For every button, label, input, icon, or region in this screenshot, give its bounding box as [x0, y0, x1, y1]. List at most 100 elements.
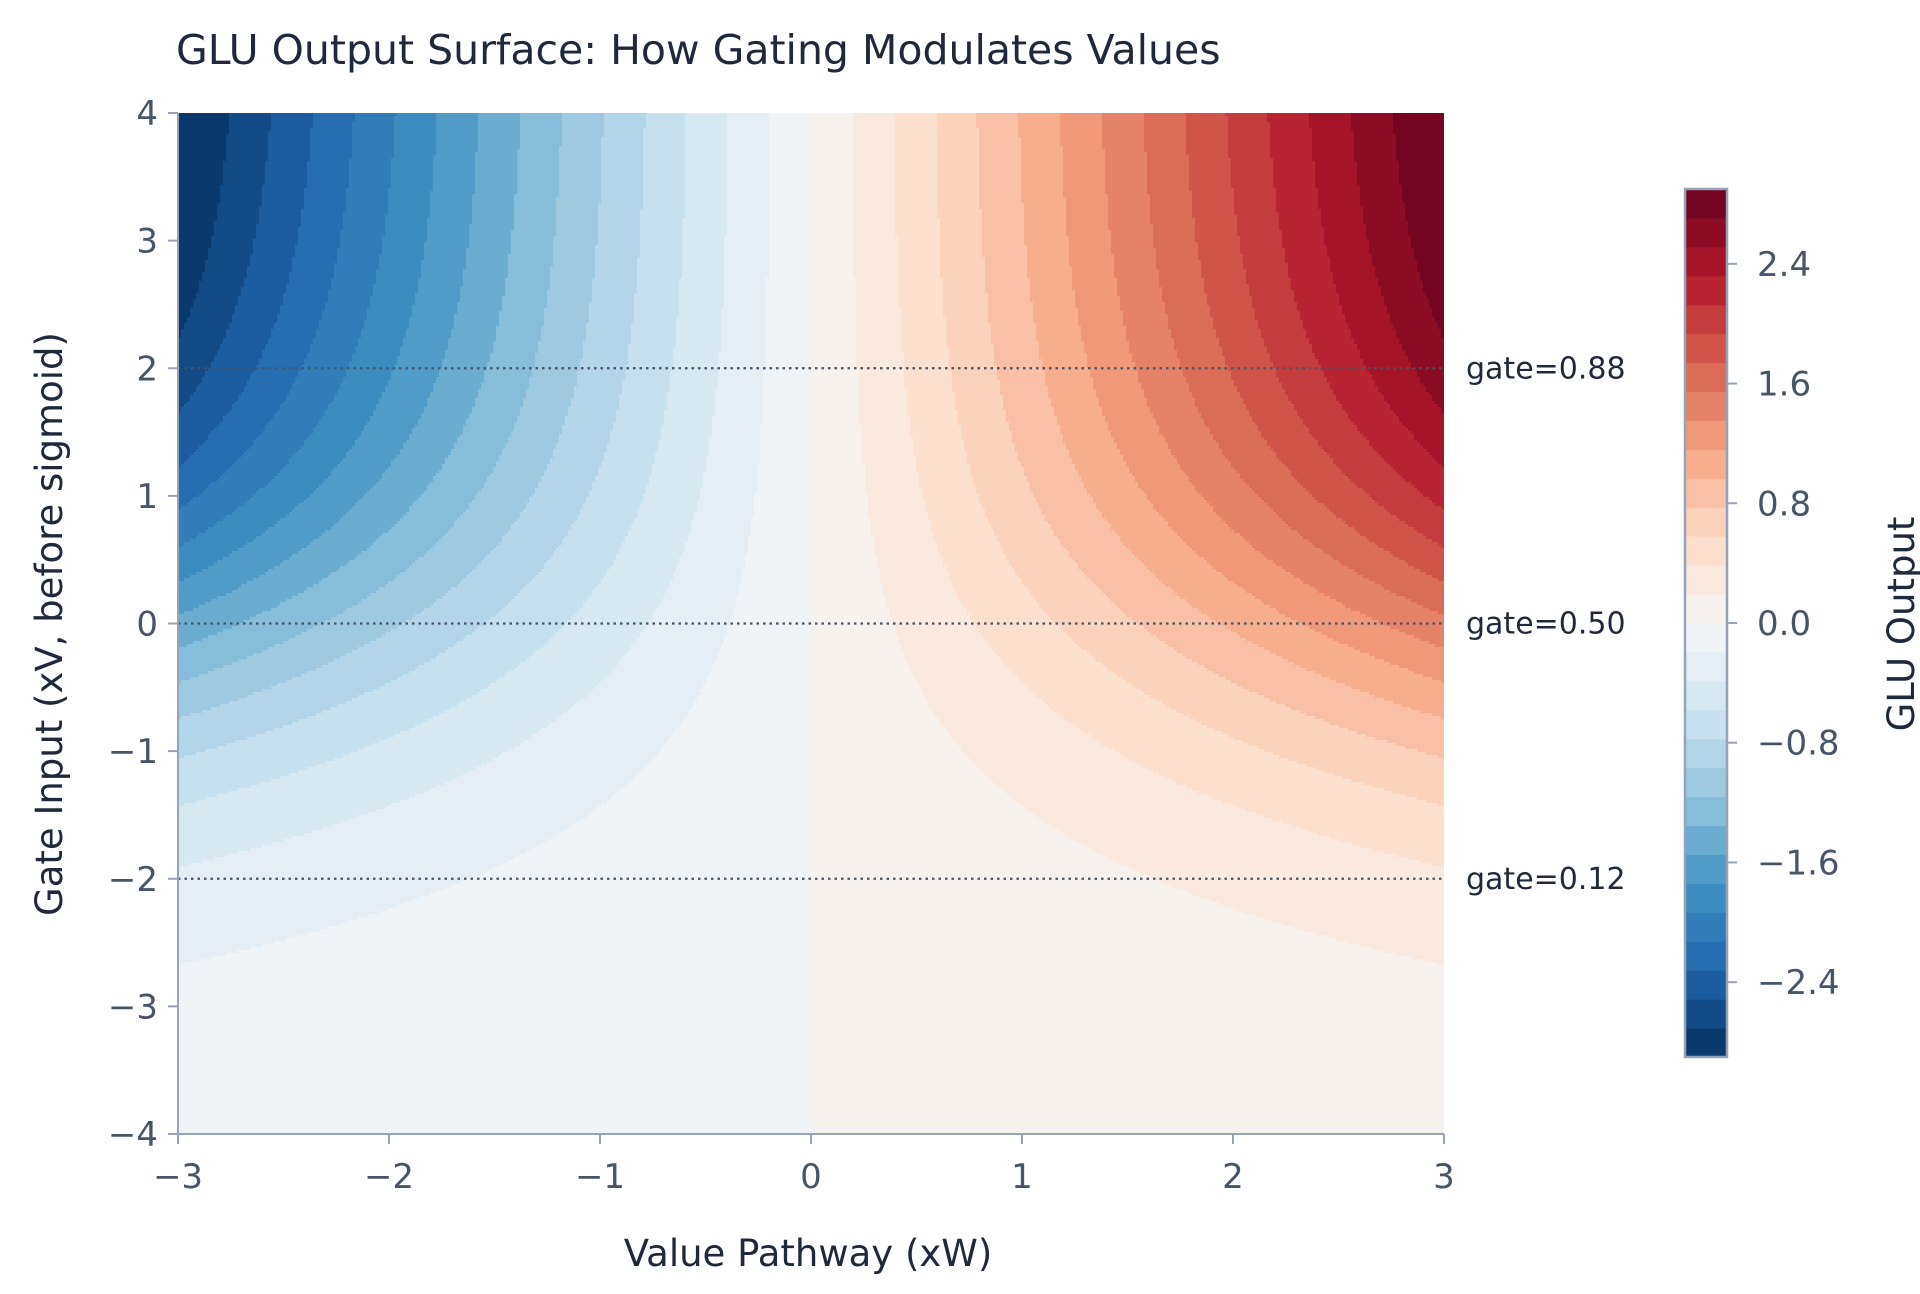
contour-band-cell	[811, 539, 875, 543]
contour-band-cell	[889, 611, 968, 615]
contour-band-cell	[178, 128, 230, 132]
contour-band-cell	[400, 350, 446, 354]
contour-band-cell	[856, 284, 899, 288]
contour-band-cell	[721, 344, 767, 348]
contour-band-cell	[583, 605, 659, 609]
contour-band-cell	[259, 209, 302, 213]
contour-band-cell	[178, 251, 209, 255]
contour-band-cell	[292, 257, 338, 261]
contour-band-cell	[859, 389, 908, 393]
contour-band-cell	[691, 707, 812, 711]
contour-band-cell	[1294, 404, 1343, 408]
contour-band-cell	[508, 257, 554, 261]
contour-band-cell	[1321, 548, 1385, 552]
contour-band-cell	[406, 440, 458, 444]
contour-band-cell	[403, 443, 455, 447]
contour-band-cell	[955, 587, 1028, 591]
contour-band-cell	[811, 233, 854, 237]
contour-band-cell	[664, 419, 713, 423]
contour-band-cell	[178, 185, 221, 189]
contour-band-cell	[319, 422, 368, 426]
contour-band-cell	[712, 431, 761, 435]
contour-band-cell	[595, 260, 638, 264]
contour-band-cell	[559, 179, 602, 183]
contour-band-cell	[760, 452, 812, 456]
contour-band-cell	[979, 131, 1019, 135]
contour-band-cell	[472, 500, 530, 504]
contour-band-cell	[421, 266, 467, 270]
contour-band-cell	[898, 278, 944, 282]
contour-band-cell	[940, 230, 983, 234]
contour-band-cell	[1054, 710, 1178, 714]
contour-band-cell	[946, 344, 995, 348]
contour-band-cell	[811, 671, 914, 675]
contour-band-cell	[346, 455, 398, 459]
contour-band-cell	[1063, 173, 1106, 177]
contour-band-cell	[1360, 650, 1444, 654]
contour-band-cell	[1087, 650, 1178, 654]
contour-band-cell	[181, 410, 230, 414]
contour-band-cell	[433, 476, 488, 480]
contour-band-cell	[202, 278, 245, 282]
contour-band-cell	[277, 605, 353, 609]
contour-band-cell	[901, 308, 944, 312]
contour-band-cell	[1108, 221, 1151, 225]
contour-band-cell	[1150, 500, 1208, 504]
contour-band-cell	[334, 263, 380, 267]
contour-band-cell	[1417, 374, 1444, 378]
contour-band-cell	[448, 590, 521, 594]
contour-band-cell	[904, 656, 1001, 660]
contour-band-cell	[769, 221, 812, 225]
contour-band-cell	[1033, 305, 1076, 309]
contour-band-cell	[1324, 239, 1370, 243]
contour-band-cell	[811, 452, 863, 456]
contour-band-cell	[979, 203, 1025, 207]
contour-band-cell	[634, 296, 680, 300]
contour-band-cell	[856, 281, 899, 285]
contour-band-cell	[502, 449, 554, 453]
contour-band-cell	[1132, 551, 1196, 555]
contour-band-cell	[1111, 248, 1157, 252]
contour-band-cell	[1240, 236, 1283, 240]
contour-band-cell	[424, 248, 467, 252]
contour-band-cell	[229, 113, 272, 117]
contour-band-cell	[607, 446, 659, 450]
contour-band-cell	[370, 416, 422, 420]
contour-band-cell	[253, 245, 296, 249]
contour-band-cell	[757, 470, 812, 474]
contour-band-cell	[1381, 287, 1424, 291]
contour-band-cell	[1210, 311, 1256, 315]
contour-band-cell	[346, 191, 389, 195]
contour-band-cell	[856, 278, 899, 282]
contour-band-cell	[1405, 632, 1444, 636]
contour-band-cell	[937, 149, 980, 153]
contour-band-cell	[283, 401, 332, 405]
contour-band-cell	[355, 440, 407, 444]
contour-band-cell	[937, 191, 980, 195]
contour-band-cell	[601, 152, 644, 156]
contour-band-cell	[976, 485, 1031, 489]
contour-band-cell	[1303, 536, 1367, 540]
contour-band-cell	[652, 614, 734, 618]
contour-band-cell	[640, 251, 683, 255]
contour-band-cell	[562, 116, 605, 120]
contour-band-cell	[1408, 668, 1444, 672]
contour-band-cell	[673, 365, 719, 369]
contour-band-cell	[1354, 149, 1397, 153]
contour-band-cell	[1258, 692, 1370, 696]
contour-band-cell	[1171, 335, 1217, 339]
contour-band-cell	[1099, 509, 1157, 513]
contour-band-cell	[679, 290, 725, 294]
contour-band-cell	[532, 368, 581, 372]
contour-band-cell	[436, 125, 479, 129]
contour-band-cell	[241, 293, 284, 297]
contour-band-cell	[1018, 119, 1061, 123]
contour-band-cell	[1168, 524, 1229, 528]
contour-band-cell	[766, 326, 812, 330]
contour-band-cell	[1174, 530, 1235, 534]
contour-band-cell	[1237, 233, 1283, 237]
contour-band-cell	[499, 455, 554, 459]
contour-band-cell	[1231, 629, 1316, 633]
contour-band-cell	[550, 458, 605, 462]
contour-band-cell	[1051, 617, 1133, 621]
